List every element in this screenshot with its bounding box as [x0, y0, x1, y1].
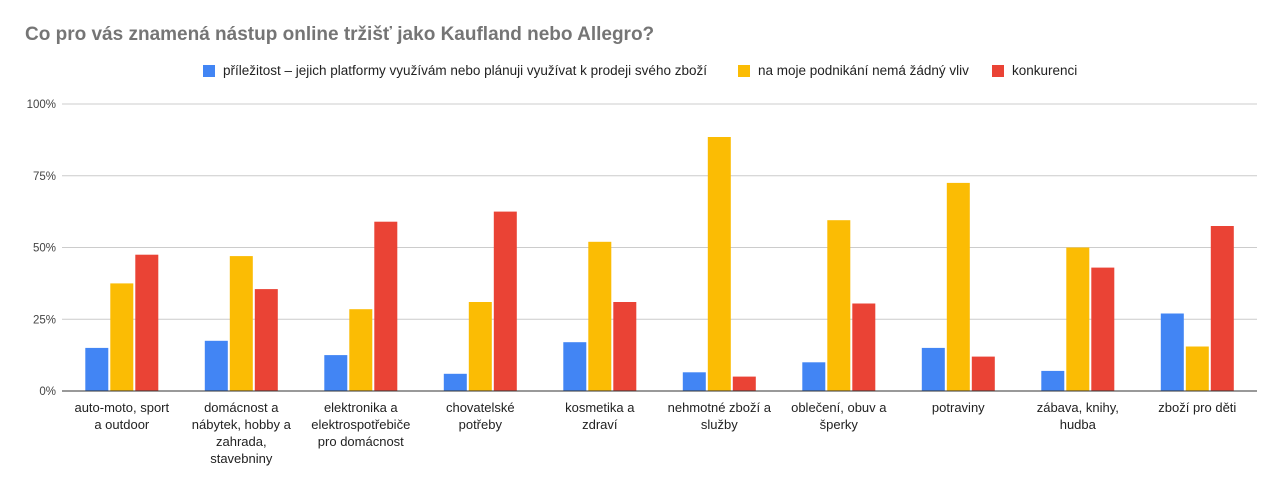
bar[interactable]	[707, 137, 731, 391]
bar[interactable]	[827, 220, 851, 391]
y-tick-label: 50%	[33, 243, 56, 255]
bar[interactable]	[254, 289, 278, 391]
bar[interactable]	[493, 211, 517, 391]
bar[interactable]	[229, 256, 253, 391]
legend: příležitost – jejich platformy využívám …	[0, 63, 1282, 83]
bar[interactable]	[852, 303, 876, 392]
legend-swatch-no-impact	[738, 64, 750, 77]
bar[interactable]	[1041, 370, 1065, 391]
chart-title: Co pro vás znamená nástup online tržišť …	[25, 24, 655, 45]
legend-swatch-competition	[992, 64, 1004, 77]
bar[interactable]	[349, 309, 373, 391]
bar[interactable]	[1091, 267, 1115, 391]
legend-item-competition[interactable]: konkurenci	[992, 63, 1077, 78]
x-axis-categories: auto-moto, sport a outdoor domácnost a náby…	[74, 400, 1236, 466]
bar[interactable]	[588, 241, 612, 391]
bar[interactable]	[324, 355, 348, 391]
bar[interactable]	[443, 373, 467, 391]
bar[interactable]	[85, 347, 109, 391]
x-tick-label: auto-moto, sport a outdoor	[74, 400, 169, 432]
x-tick-label: potraviny	[932, 400, 985, 415]
bar[interactable]	[1066, 247, 1090, 392]
bar[interactable]	[1160, 313, 1184, 392]
legend-item-opportunity[interactable]: příležitost – jejich platformy využívám …	[203, 63, 707, 78]
bar[interactable]	[613, 302, 637, 391]
x-tick-label: domácnost a nábytek, hobby a zahrada, stave…	[192, 400, 292, 466]
bar[interactable]	[682, 372, 706, 391]
x-tick-label: kosmetika a zdraví	[565, 400, 635, 432]
bar[interactable]	[921, 347, 945, 391]
legend-label-competition: konkurenci	[1012, 63, 1078, 78]
x-tick-label: zábava, knihy, hudba	[1037, 400, 1119, 432]
bar[interactable]	[732, 376, 756, 391]
x-tick-label: oblečení, obuv a šperky	[791, 400, 887, 432]
legend-swatch-opportunity	[203, 64, 215, 77]
x-tick-label: nehmotné zboží a služby	[668, 400, 772, 432]
bar[interactable]	[204, 340, 228, 391]
legend-label-opportunity: příležitost – jejich platformy využívám …	[223, 63, 707, 78]
legend-label-no-impact: na moje podnikání nemá žádný vliv	[758, 63, 969, 78]
y-axis-ticks: 0% 25% 50% 75% 100%	[27, 99, 56, 398]
bar[interactable]	[468, 302, 492, 391]
bar[interactable]	[802, 362, 826, 391]
x-tick-label: zboží pro děti	[1158, 400, 1236, 415]
bar[interactable]	[1210, 226, 1234, 391]
y-tick-label: 0%	[39, 386, 56, 398]
bar[interactable]	[1185, 346, 1209, 392]
x-tick-label: elektronika a elektrospotřebiče pro domácn…	[311, 400, 410, 449]
y-tick-label: 75%	[33, 171, 56, 183]
legend-item-no-impact[interactable]: na moje podnikání nemá žádný vliv	[738, 63, 969, 78]
y-tick-label: 100%	[27, 99, 56, 111]
x-tick-label: chovatelské potřeby	[446, 400, 515, 432]
bar[interactable]	[135, 254, 159, 391]
bar[interactable]	[563, 342, 587, 391]
y-tick-label: 25%	[33, 314, 56, 326]
bar[interactable]	[971, 356, 995, 391]
bar[interactable]	[110, 283, 134, 391]
bars	[85, 137, 1234, 391]
bar[interactable]	[374, 221, 398, 391]
bar[interactable]	[946, 182, 970, 391]
